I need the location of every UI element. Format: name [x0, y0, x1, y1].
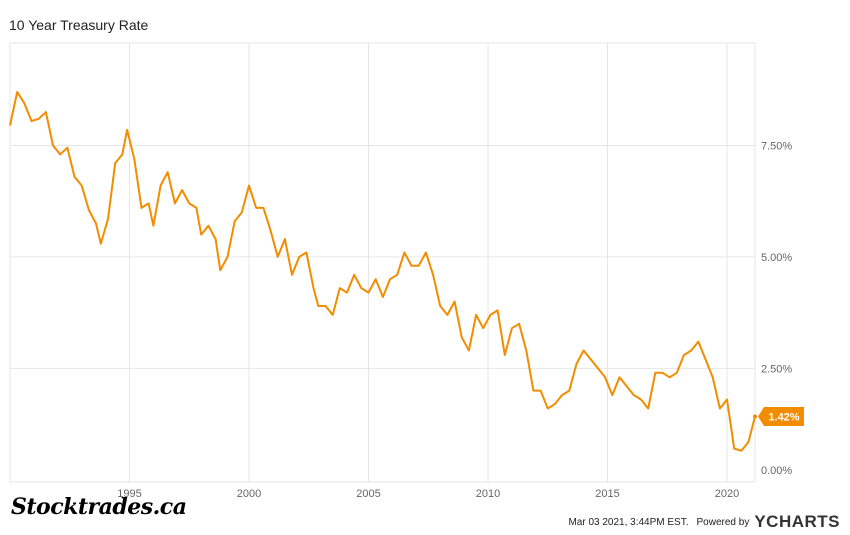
watermark-logo: Stocktrades.ca — [11, 494, 187, 520]
x-tick-label: 2010 — [476, 488, 500, 500]
last-point-marker — [753, 414, 757, 419]
timestamp-text: Mar 03 2021, 3:44PM EST. — [568, 516, 689, 528]
ycharts-brand-logo[interactable]: YCHARTS — [754, 512, 840, 531]
chart-footer: Mar 03 2021, 3:44PM EST. Powered by YCHA… — [568, 512, 840, 532]
x-tick-label: 2015 — [595, 488, 619, 500]
chart-title: 10 Year Treasury Rate — [9, 17, 149, 33]
y-tick-label: 2.50% — [761, 363, 792, 375]
plot-frame — [9, 42, 756, 483]
x-tick-label: 2020 — [715, 488, 739, 500]
series-line — [9, 91, 756, 452]
y-tick-label: 5.00% — [761, 252, 792, 264]
last-value-label: 1.42% — [768, 411, 799, 423]
x-tick-label: 1995 — [117, 488, 141, 500]
powered-by-text: Powered by — [696, 516, 750, 528]
x-tick-label: 2005 — [356, 488, 380, 500]
y-tick-label: 0.00% — [761, 465, 792, 477]
last-value-badge — [758, 406, 804, 426]
x-tick-label: 2000 — [237, 488, 261, 500]
y-tick-label: 7.50% — [761, 141, 792, 153]
